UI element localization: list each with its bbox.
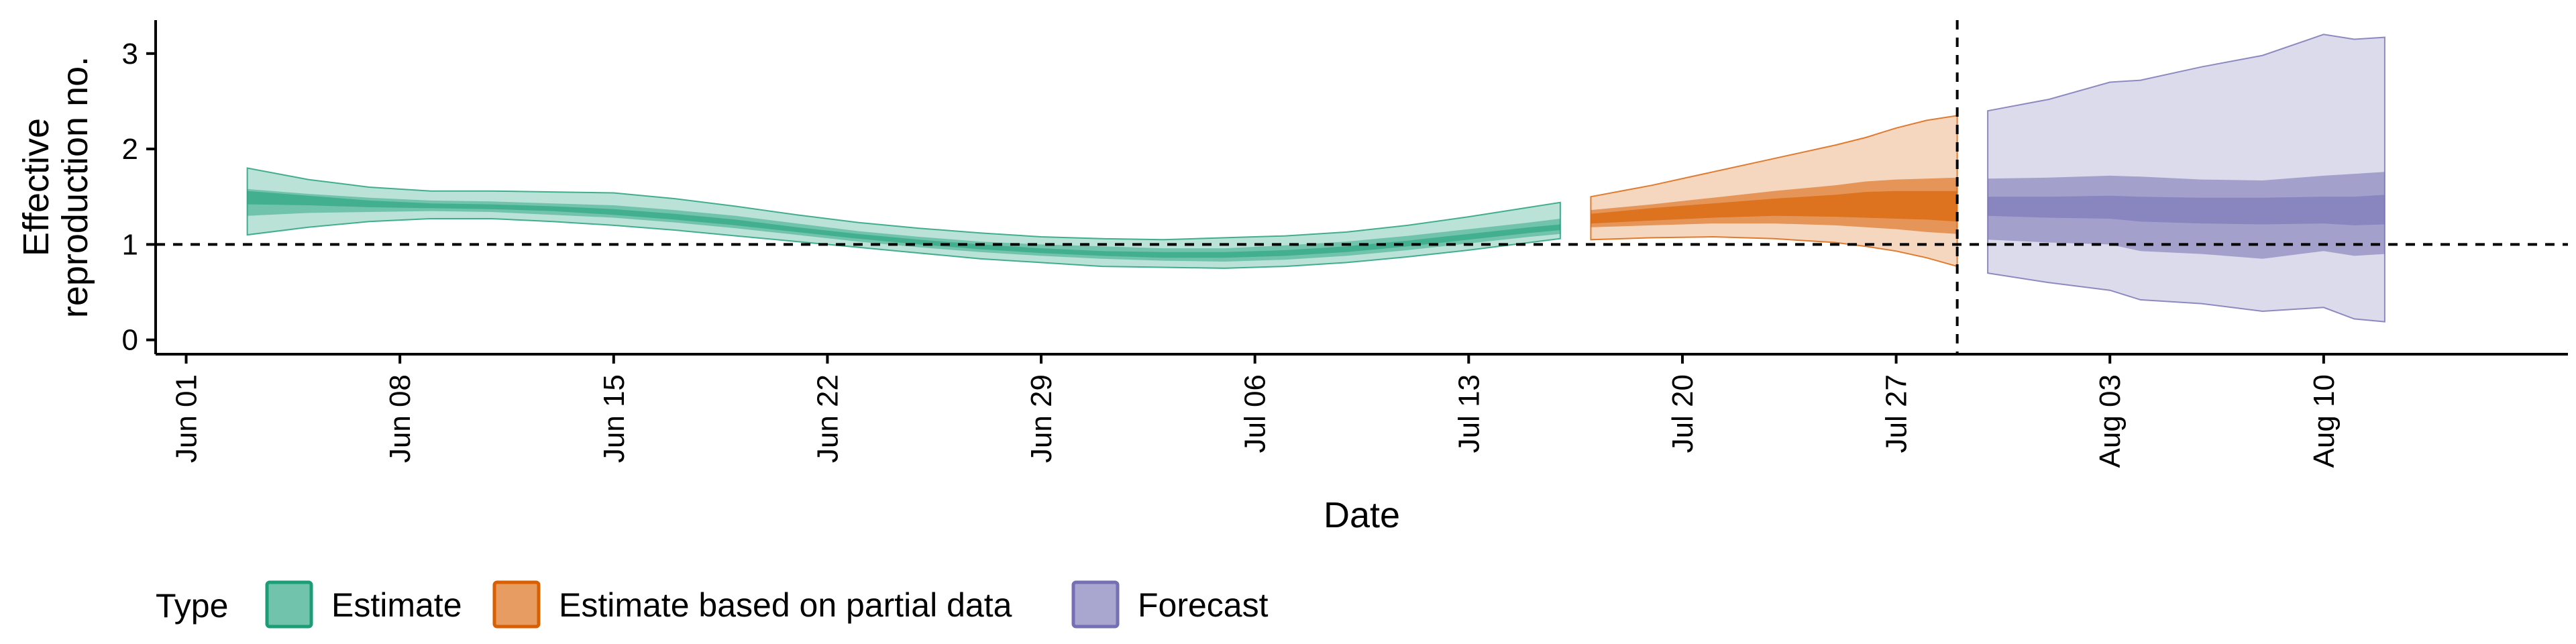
bands-layer xyxy=(246,34,2385,323)
series-estimate-inner-band xyxy=(247,189,1560,262)
legend-label: Estimate xyxy=(331,586,462,624)
legend-key xyxy=(1071,580,1120,629)
x-tick-label: Jun 01 xyxy=(170,374,203,463)
series-estimate-median-band xyxy=(247,191,1560,258)
x-tick-label: Jul 06 xyxy=(1239,374,1272,453)
legend-layer: Type Estimate Estimate based on partial da… xyxy=(156,580,1269,629)
x-tick-label: Jun 29 xyxy=(1025,374,1058,463)
y-tick-label: 2 xyxy=(122,133,138,166)
series-estimate-outer-band xyxy=(246,167,1561,269)
x-tick-label: Jul 20 xyxy=(1666,374,1699,453)
y-tick-label: 1 xyxy=(122,228,138,261)
x-tick-label: Jul 13 xyxy=(1452,374,1485,453)
x-tick-label: Jun 08 xyxy=(384,374,417,463)
x-tick-label: Jun 15 xyxy=(598,374,631,463)
legend-key xyxy=(492,580,541,629)
y-tick-label: 0 xyxy=(122,324,138,357)
series-forecast xyxy=(1987,34,2385,323)
legend-item: Estimate based on partial data xyxy=(492,580,1012,629)
x-tick-label: Jul 27 xyxy=(1880,374,1913,453)
legend-key xyxy=(265,580,313,629)
series-estimate xyxy=(246,167,1561,269)
y-axis-title-line: Effective xyxy=(16,118,56,256)
series-estimate-based-on-partial-data-median-band xyxy=(1591,191,1957,224)
x-tick-label: Jun 22 xyxy=(811,374,844,463)
legend-title: Type xyxy=(156,587,228,625)
x-tick-label: Aug 03 xyxy=(2094,374,2127,468)
series-forecast-median-band xyxy=(1988,195,2385,225)
y-axis-title-line: reproduction no. xyxy=(55,56,95,318)
y-axis-title: Effectivereproduction no. xyxy=(16,56,95,318)
y-tick-label: 3 xyxy=(122,38,138,70)
legend-label: Estimate based on partial data xyxy=(559,586,1012,624)
series-estimate-based-on-partial-data xyxy=(1590,115,1958,268)
x-tick-label: Aug 10 xyxy=(2308,374,2341,468)
legend-item: Estimate xyxy=(265,580,462,629)
axes-layer: 0 1 2 3 Jun 01 Jun 08 Jun 15 Jun 22 Jun 29 Jul 06… xyxy=(16,20,2568,535)
reference-lines-layer xyxy=(156,20,2568,354)
legend-item: Forecast xyxy=(1071,580,1269,629)
x-axis-title: Date xyxy=(1324,495,1400,535)
legend-label: Forecast xyxy=(1138,586,1269,624)
